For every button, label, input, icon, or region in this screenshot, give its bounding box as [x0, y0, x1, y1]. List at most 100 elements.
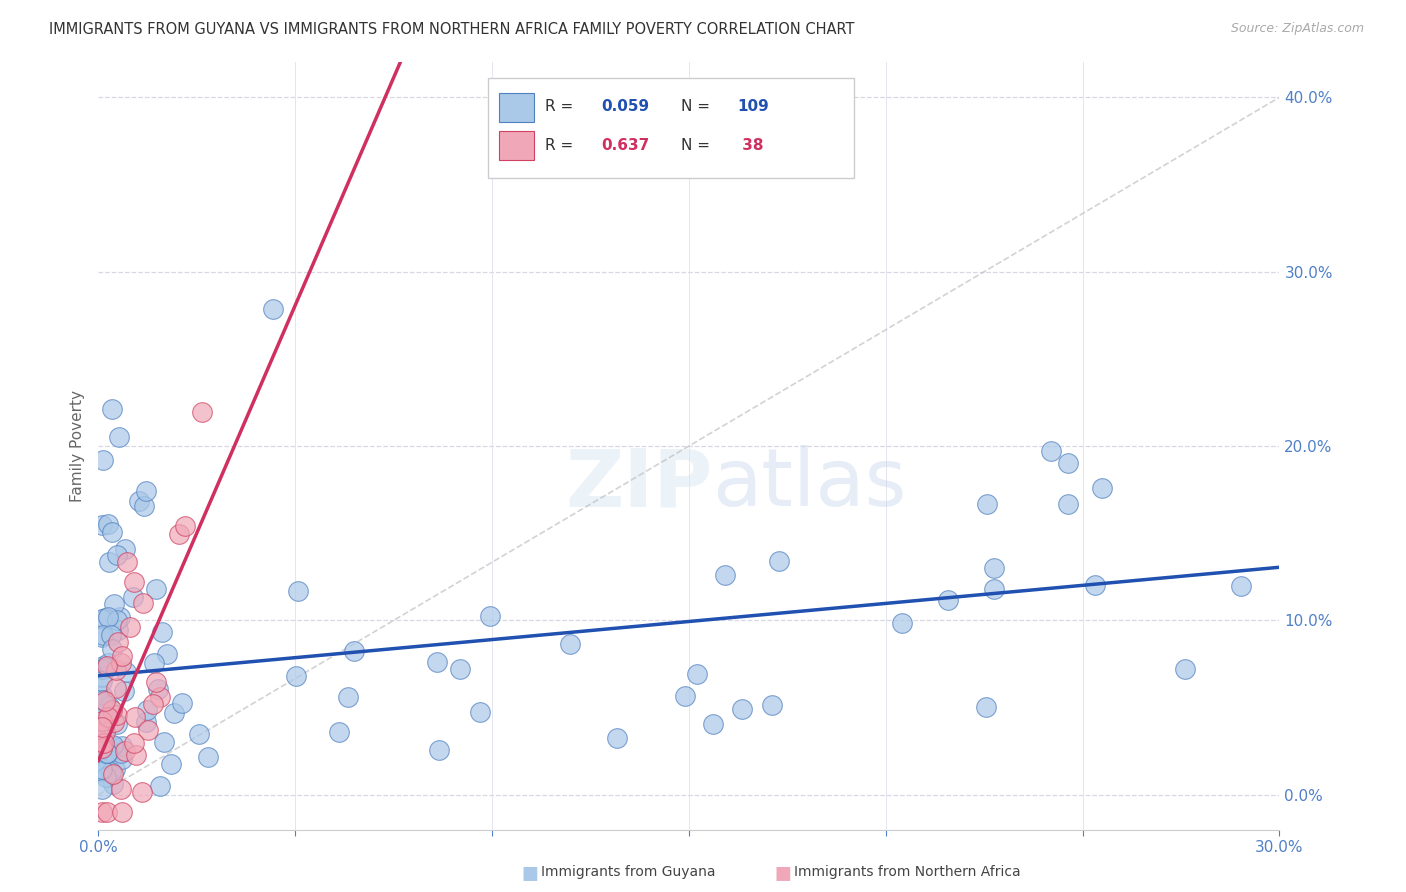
Text: 109: 109	[737, 99, 769, 114]
Point	[188, 727, 211, 741]
Point	[91, 714, 114, 728]
Point	[91, 720, 114, 734]
Point	[1056, 498, 1078, 512]
Point	[93, 746, 115, 760]
Text: ▪: ▪	[773, 858, 792, 887]
Point	[91, 727, 114, 741]
Point	[111, 752, 134, 766]
Text: N =: N =	[681, 137, 714, 153]
Point	[124, 710, 146, 724]
Point	[560, 637, 582, 651]
Point	[97, 517, 120, 532]
Point	[91, 764, 114, 778]
Point	[91, 517, 114, 532]
Point	[91, 742, 114, 756]
Point	[142, 657, 165, 671]
Text: Source: ZipAtlas.com: Source: ZipAtlas.com	[1230, 22, 1364, 36]
Point	[110, 781, 132, 796]
Point	[343, 644, 366, 658]
Point	[94, 725, 117, 739]
Point	[101, 738, 124, 752]
Point	[110, 657, 132, 671]
Point	[135, 703, 157, 717]
Point	[122, 737, 145, 751]
Point	[478, 609, 501, 624]
Point	[101, 777, 124, 791]
Point	[135, 714, 157, 729]
Point	[91, 453, 114, 467]
Point	[96, 659, 118, 673]
Point	[1040, 444, 1063, 458]
Point	[156, 647, 179, 661]
Point	[96, 758, 118, 772]
Point	[97, 660, 120, 674]
Point	[337, 690, 360, 705]
Point	[91, 630, 114, 644]
Point	[91, 658, 114, 673]
Point	[191, 405, 214, 419]
FancyBboxPatch shape	[488, 78, 855, 178]
Point	[686, 666, 709, 681]
Point	[91, 756, 114, 770]
Text: Family Poverty: Family Poverty	[70, 390, 84, 502]
Point	[163, 706, 186, 720]
Point	[122, 591, 145, 605]
Point	[100, 628, 122, 642]
Point	[142, 697, 165, 711]
Point	[94, 611, 117, 625]
Point	[101, 703, 124, 717]
Point	[134, 499, 156, 513]
Point	[91, 805, 114, 819]
Point	[152, 735, 174, 749]
Text: Immigrants from Guyana: Immigrants from Guyana	[541, 865, 716, 880]
Point	[287, 583, 309, 598]
Point	[97, 710, 120, 724]
Point	[128, 494, 150, 508]
Point	[1229, 579, 1251, 593]
Point	[103, 715, 125, 730]
Point	[149, 690, 172, 704]
Point	[1174, 662, 1197, 676]
Point	[96, 770, 118, 784]
Point	[145, 675, 167, 690]
Point	[285, 669, 308, 683]
Point	[160, 757, 183, 772]
Point	[1091, 481, 1114, 495]
Point	[104, 763, 127, 777]
Point	[96, 805, 118, 819]
Point	[328, 725, 350, 739]
Text: R =: R =	[546, 137, 578, 153]
Point	[100, 764, 122, 779]
Point	[111, 805, 134, 819]
Point	[100, 738, 122, 752]
Point	[91, 688, 114, 702]
Point	[96, 746, 118, 760]
Point	[170, 696, 193, 710]
Point	[91, 733, 114, 747]
Point	[97, 657, 120, 671]
Text: 38: 38	[737, 137, 763, 153]
Point	[91, 612, 114, 626]
Point	[449, 662, 471, 676]
Point	[105, 548, 128, 562]
Point	[606, 731, 628, 745]
Point	[91, 696, 114, 710]
Point	[731, 702, 754, 716]
Point	[426, 655, 449, 669]
Point	[108, 610, 131, 624]
Point	[91, 670, 114, 684]
Point	[114, 542, 136, 557]
Point	[96, 609, 118, 624]
Point	[101, 402, 124, 417]
Text: ZIP: ZIP	[565, 445, 713, 524]
Text: 0.637: 0.637	[602, 137, 650, 153]
Point	[91, 674, 114, 689]
Point	[100, 524, 122, 539]
FancyBboxPatch shape	[499, 93, 534, 121]
Point	[174, 519, 197, 533]
Point	[97, 699, 120, 714]
Point	[111, 739, 134, 754]
Text: N =: N =	[681, 99, 714, 114]
Point	[105, 708, 128, 723]
Point	[91, 662, 114, 676]
